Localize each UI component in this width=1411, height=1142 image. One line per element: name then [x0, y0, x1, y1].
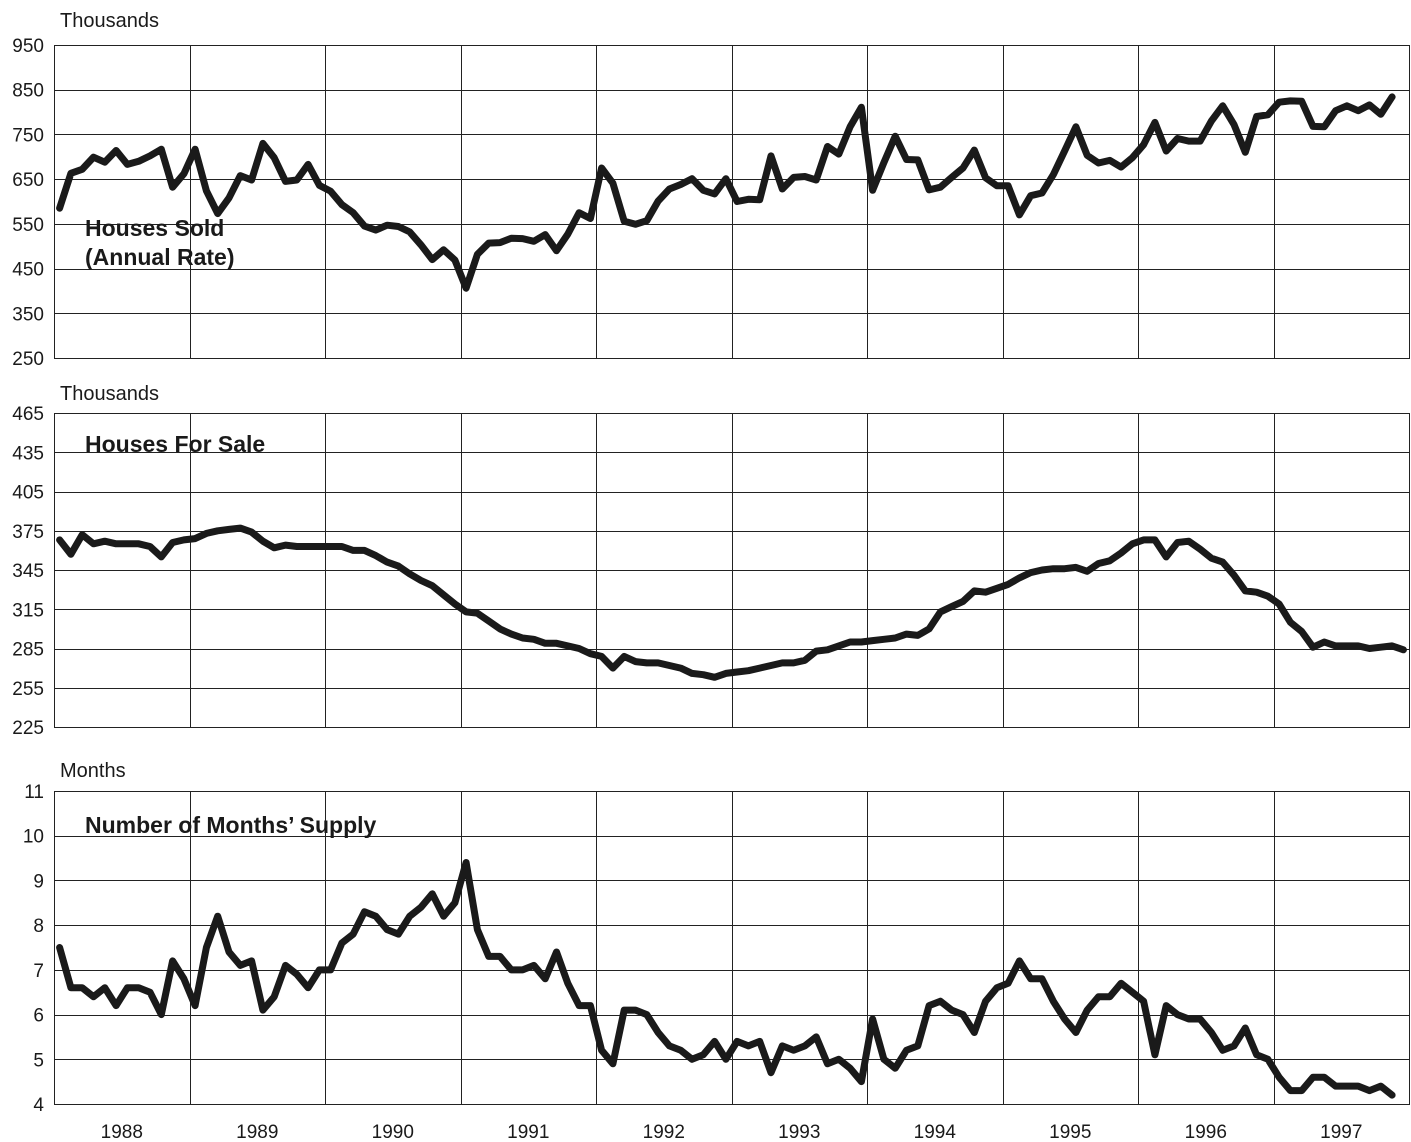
y-tick-label: 8 — [33, 916, 44, 937]
plot-frame — [53, 790, 1411, 1106]
houses-sold-series-label-line-1: Houses Sold — [85, 215, 224, 241]
houses-for-sale-series-label: Houses For Sale — [85, 431, 265, 457]
y-tick-label: 350 — [12, 304, 44, 325]
y-tick-label: 375 — [12, 522, 44, 543]
y-tick-label: 5 — [33, 1050, 44, 1071]
months-supply-y-ticks: 4 5 6 7 8 9 10 11 — [23, 782, 45, 1116]
x-tick-label: 1991 — [507, 1122, 549, 1142]
x-axis-year-labels: 1988 1989 1990 1991 1992 1993 1994 1995 1996 1997 — [101, 1122, 1363, 1142]
y-tick-label: 650 — [12, 170, 44, 191]
x-tick-label: 1994 — [914, 1122, 957, 1142]
houses-sold-panel: 250 350 450 550 650 750 850 950 Thousands House… — [12, 10, 1411, 370]
houses-for-sale-panel: 225 255 285 315 345 375 405 435 465 Thousands Ho… — [12, 383, 1411, 739]
houses-for-sale-gridlines — [53, 412, 1411, 729]
houses-sold-series-line — [56, 93, 1396, 292]
houses-sold-gridlines — [53, 44, 1411, 360]
y-tick-label: 285 — [12, 640, 44, 661]
houses-sold-series-label-line-2: (Annual Rate) — [85, 244, 235, 270]
y-tick-label: 465 — [12, 404, 44, 425]
y-tick-label: 7 — [33, 961, 44, 982]
y-tick-label: 405 — [12, 483, 44, 504]
months-supply-series-line — [56, 859, 1396, 1099]
x-tick-label: 1989 — [236, 1122, 278, 1142]
y-tick-label: 255 — [12, 679, 44, 700]
x-tick-label: 1993 — [778, 1122, 820, 1142]
y-tick-label: 10 — [23, 827, 44, 848]
y-tick-label: 750 — [12, 125, 44, 146]
x-tick-label: 1995 — [1049, 1122, 1091, 1142]
houses-for-sale-series-line — [56, 524, 1407, 681]
x-tick-label: 1988 — [101, 1122, 143, 1142]
y-tick-label: 11 — [24, 782, 44, 803]
y-tick-label: 345 — [12, 561, 44, 582]
months-supply-panel: 4 5 6 7 8 9 10 11 Months Number of Months’ Supp… — [23, 760, 1411, 1116]
plot-frame — [53, 412, 1411, 729]
y-tick-label: 850 — [12, 81, 44, 102]
houses-sold-data-points — [60, 97, 1393, 289]
y-tick-label: 225 — [12, 718, 44, 739]
houses-for-sale-unit-label: Thousands — [60, 383, 159, 405]
y-tick-label: 550 — [12, 215, 44, 236]
y-tick-label: 250 — [12, 349, 44, 370]
y-tick-label: 9 — [33, 871, 44, 892]
months-supply-series-label: Number of Months’ Supply — [85, 812, 377, 838]
months-supply-unit-label: Months — [60, 760, 126, 782]
plot-frame — [53, 44, 1411, 360]
y-tick-label: 950 — [12, 36, 44, 57]
y-tick-label: 435 — [12, 443, 44, 464]
houses-sold-y-ticks: 250 350 450 550 650 750 850 950 — [12, 36, 44, 370]
houses-for-sale-y-ticks: 225 255 285 315 345 375 405 435 465 — [12, 404, 44, 739]
x-tick-label: 1997 — [1320, 1122, 1362, 1142]
y-tick-label: 315 — [12, 600, 44, 621]
months-supply-gridlines — [53, 790, 1411, 1106]
houses-sold-unit-label: Thousands — [60, 10, 159, 32]
y-tick-label: 4 — [33, 1095, 44, 1116]
y-tick-label: 6 — [33, 1006, 44, 1027]
y-tick-label: 450 — [12, 260, 44, 281]
x-tick-label: 1996 — [1185, 1122, 1227, 1142]
x-tick-label: 1992 — [643, 1122, 685, 1142]
x-tick-label: 1990 — [372, 1122, 414, 1142]
